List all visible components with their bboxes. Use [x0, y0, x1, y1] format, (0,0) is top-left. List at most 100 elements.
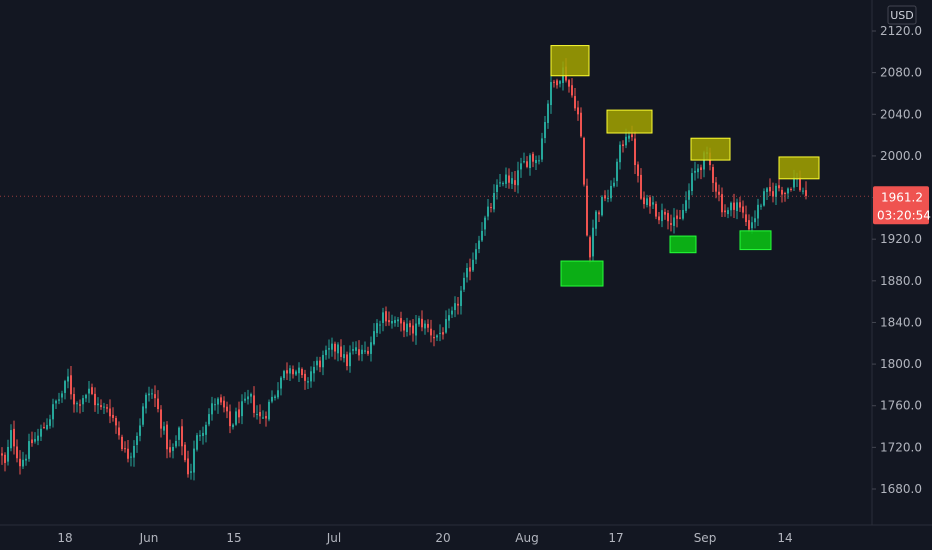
candle	[772, 182, 774, 203]
candle	[676, 209, 678, 228]
candle	[598, 210, 600, 222]
candle	[52, 398, 54, 428]
candle	[160, 405, 162, 438]
candle	[376, 319, 378, 337]
candle	[244, 392, 246, 403]
candle	[547, 100, 549, 129]
candle	[568, 78, 570, 93]
candle	[100, 399, 102, 410]
candle	[787, 187, 789, 199]
y-tick-label: 1720.0	[880, 440, 922, 454]
candle	[334, 341, 336, 360]
candle	[88, 381, 90, 403]
resistance-box	[550, 45, 590, 77]
candle	[121, 434, 123, 452]
candle	[646, 194, 648, 208]
candle	[238, 401, 240, 424]
candle	[340, 339, 342, 361]
candle	[193, 440, 195, 481]
candle	[79, 399, 81, 414]
currency-badge[interactable]: USD	[887, 5, 917, 25]
candle	[97, 397, 99, 414]
candle	[571, 78, 573, 98]
candle	[202, 426, 204, 445]
candle	[757, 198, 759, 227]
candle	[556, 78, 558, 89]
candle	[463, 272, 465, 293]
x-tick-label: Jul	[326, 531, 341, 545]
candle	[313, 361, 315, 382]
candle	[748, 214, 750, 233]
candle	[643, 191, 645, 209]
candle	[421, 310, 423, 332]
candle	[595, 209, 597, 236]
candle	[124, 441, 126, 453]
candle	[4, 452, 6, 472]
y-tick-label: 2040.0	[880, 107, 922, 121]
candle	[358, 340, 360, 361]
candle	[178, 426, 180, 447]
candle	[715, 176, 717, 199]
candle	[274, 394, 276, 401]
candle	[427, 319, 429, 333]
candle	[661, 203, 663, 228]
candle	[439, 324, 441, 342]
candle	[475, 243, 477, 265]
candle	[301, 367, 303, 378]
candle	[613, 177, 615, 188]
candle	[232, 423, 234, 430]
candle	[493, 184, 495, 213]
plot-area[interactable]	[1, 58, 807, 481]
candle	[106, 404, 108, 413]
candle	[664, 208, 666, 220]
y-tick-label: 2000.0	[880, 149, 922, 163]
candle	[1, 447, 3, 465]
candle	[217, 397, 219, 414]
candle	[370, 336, 372, 362]
candle	[538, 155, 540, 165]
candle	[127, 440, 129, 463]
candle	[349, 345, 351, 373]
countdown-value: 03:20:54	[877, 208, 931, 222]
x-tick-label: 20	[435, 531, 450, 545]
x-tick-label: Jun	[139, 531, 159, 545]
candle	[415, 315, 417, 345]
candle	[271, 390, 273, 404]
candle	[805, 181, 807, 200]
candle	[172, 443, 174, 459]
candle	[253, 386, 255, 418]
candle	[742, 200, 744, 219]
highlight-boxes	[550, 45, 820, 287]
candle	[436, 334, 438, 341]
candle	[379, 320, 381, 334]
candle	[409, 320, 411, 336]
candle	[58, 392, 60, 405]
candle	[289, 365, 291, 382]
candle	[133, 440, 135, 467]
candle	[754, 210, 756, 229]
candle	[211, 396, 213, 421]
candle	[454, 296, 456, 318]
resistance-box	[690, 137, 731, 161]
candle	[247, 389, 249, 405]
candle	[655, 201, 657, 220]
candle	[688, 183, 690, 209]
candle	[382, 307, 384, 332]
candle	[637, 161, 639, 183]
candle	[208, 408, 210, 427]
y-tick-label: 1800.0	[880, 357, 922, 371]
resistance-box	[778, 156, 820, 180]
candle	[727, 207, 729, 219]
candle	[352, 341, 354, 355]
candle	[472, 252, 474, 272]
candle	[790, 187, 792, 192]
y-tick-label: 1760.0	[880, 399, 922, 413]
candle	[700, 164, 702, 180]
candle	[508, 168, 510, 189]
x-tick-label: 15	[226, 531, 241, 545]
x-tick-label: Sep	[694, 531, 717, 545]
candle	[649, 195, 651, 214]
candle	[490, 203, 492, 213]
y-tick-label: 2120.0	[880, 24, 922, 38]
